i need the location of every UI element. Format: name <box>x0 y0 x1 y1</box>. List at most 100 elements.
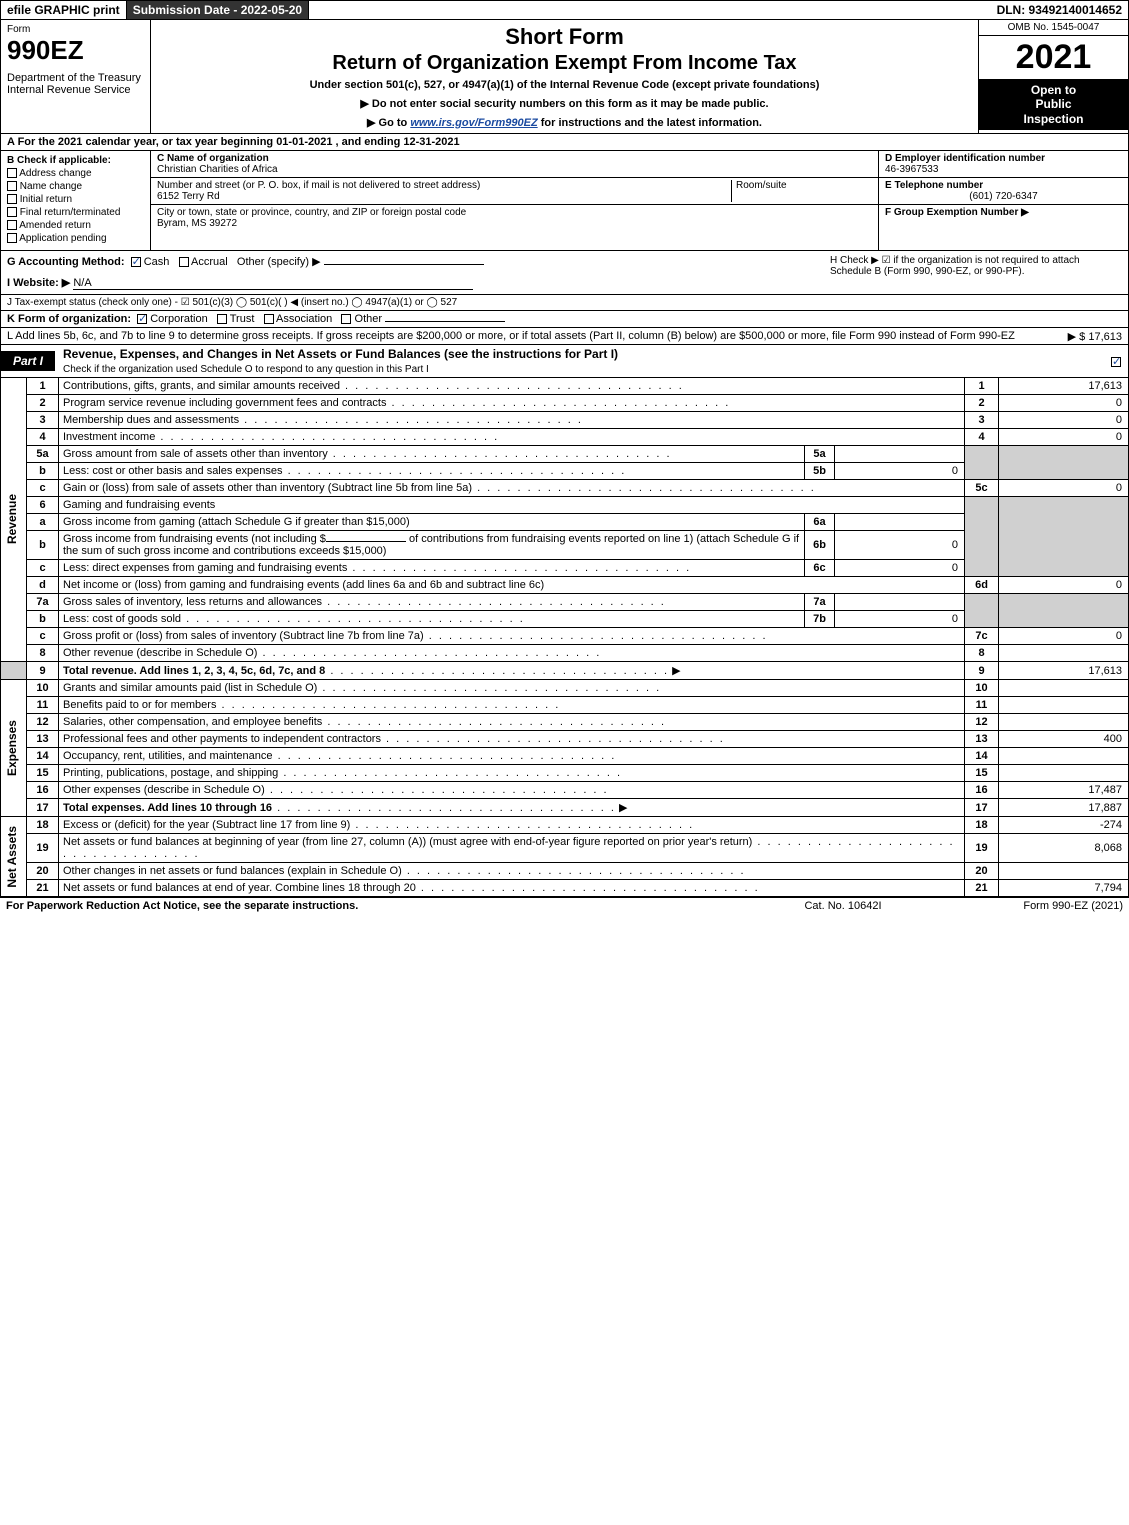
checkbox-icon[interactable] <box>7 220 17 230</box>
website-value: N/A <box>73 277 473 290</box>
checkbox-assoc-icon[interactable] <box>264 314 274 324</box>
line-rn: 4 <box>965 429 999 446</box>
line-num: 10 <box>27 680 59 697</box>
side-expenses-label: Expenses <box>5 720 19 776</box>
c-city-row: City or town, state or province, country… <box>151 205 878 231</box>
header-center: Short Form Return of Organization Exempt… <box>151 20 978 133</box>
irs-link[interactable]: www.irs.gov/Form990EZ <box>410 117 537 129</box>
opt-other: Other (specify) ▶ <box>237 256 321 268</box>
instr-goto-post: for instructions and the latest informat… <box>538 117 762 129</box>
line-rn: 21 <box>965 880 999 897</box>
checkbox-other-icon[interactable] <box>341 314 351 324</box>
part-i-title-text: Revenue, Expenses, and Changes in Net As… <box>63 347 618 361</box>
chk-address-change[interactable]: Address change <box>7 168 144 179</box>
part-i-check-text: Check if the organization used Schedule … <box>63 364 429 375</box>
gray-cell <box>999 497 1129 577</box>
submission-date-label: Submission Date - 2022-05-20 <box>127 1 309 19</box>
line-num: 14 <box>27 748 59 765</box>
table-row: d Net income or (loss) from gaming and f… <box>1 577 1129 594</box>
other-specify-line[interactable] <box>324 264 484 265</box>
line-desc: Salaries, other compensation, and employ… <box>59 714 965 731</box>
table-row: c Less: direct expenses from gaming and … <box>1 560 1129 577</box>
sub-label: 7b <box>805 611 835 628</box>
opt-cash: Cash <box>144 256 170 268</box>
h-check: H Check ▶ ☑ if the organization is not r… <box>822 255 1122 290</box>
line-desc: Less: cost of goods sold <box>59 611 805 628</box>
chk-application-pending[interactable]: Application pending <box>7 233 144 244</box>
line-amt: 0 <box>999 577 1129 594</box>
checkbox-cash-icon[interactable] <box>131 257 141 267</box>
checkbox-trust-icon[interactable] <box>217 314 227 324</box>
side-blank <box>1 662 27 680</box>
table-row: 7a Gross sales of inventory, less return… <box>1 594 1129 611</box>
line-desc: Net assets or fund balances at end of ye… <box>59 880 965 897</box>
line-num: 1 <box>27 378 59 395</box>
gray-cell <box>965 446 999 480</box>
line-num: 17 <box>27 799 59 817</box>
table-row: 4 Investment income 4 0 <box>1 429 1129 446</box>
page-footer: For Paperwork Reduction Act Notice, see … <box>0 897 1129 914</box>
form-word: Form <box>7 24 144 35</box>
checkbox-accrual-icon[interactable] <box>179 257 189 267</box>
row-a: A For the 2021 calendar year, or tax yea… <box>0 134 1129 151</box>
table-row: 5a Gross amount from sale of assets othe… <box>1 446 1129 463</box>
table-row: 16 Other expenses (describe in Schedule … <box>1 782 1129 799</box>
sub-label: 6b <box>805 531 835 560</box>
d-ein-label: D Employer identification number <box>885 153 1122 164</box>
table-row: Revenue 1 Contributions, gifts, grants, … <box>1 378 1129 395</box>
part-i-title: Revenue, Expenses, and Changes in Net As… <box>55 345 1104 377</box>
checkbox-icon[interactable] <box>7 233 17 243</box>
header-right: OMB No. 1545-0047 2021 Open to Public In… <box>978 20 1128 133</box>
line-num: b <box>27 531 59 560</box>
org-address: 6152 Terry Rd <box>157 191 727 202</box>
line-rn: 16 <box>965 782 999 799</box>
line-amt: 0 <box>999 395 1129 412</box>
chk-final-return[interactable]: Final return/terminated <box>7 207 144 218</box>
line-desc: Gaming and fundraising events <box>59 497 965 514</box>
side-netassets: Net Assets <box>1 817 27 897</box>
line-desc: Professional fees and other payments to … <box>59 731 965 748</box>
sub-amt: 0 <box>835 611 965 628</box>
line-desc: Membership dues and assessments <box>59 412 965 429</box>
line-desc: Benefits paid to or for members <box>59 697 965 714</box>
title-return: Return of Organization Exempt From Incom… <box>161 52 968 75</box>
checkbox-corp-icon[interactable] <box>137 314 147 324</box>
form-number: 990EZ <box>7 35 144 66</box>
g-label: G Accounting Method: <box>7 256 125 268</box>
c-name-row: C Name of organization Christian Chariti… <box>151 151 878 178</box>
checkbox-icon[interactable] <box>7 168 17 178</box>
line-desc: Printing, publications, postage, and shi… <box>59 765 965 782</box>
table-row: Net Assets 18 Excess or (deficit) for th… <box>1 817 1129 834</box>
chk-name-change[interactable]: Name change <box>7 181 144 192</box>
table-row: 19 Net assets or fund balances at beginn… <box>1 834 1129 863</box>
efile-print-label[interactable]: efile GRAPHIC print <box>1 1 127 19</box>
sub-amt <box>835 514 965 531</box>
sub-amt <box>835 446 965 463</box>
line-num: 21 <box>27 880 59 897</box>
line-rn: 3 <box>965 412 999 429</box>
checkbox-parti-icon[interactable] <box>1111 357 1121 367</box>
chk-initial-return[interactable]: Initial return <box>7 194 144 205</box>
k-other-line[interactable] <box>385 321 505 322</box>
part-i-checkbox[interactable] <box>1104 354 1128 368</box>
c-city-label: City or town, state or province, country… <box>157 207 872 218</box>
table-row: 6 Gaming and fundraising events <box>1 497 1129 514</box>
footer-catno: Cat. No. 10642I <box>743 900 943 912</box>
phone-value: (601) 720-6347 <box>885 191 1122 202</box>
line-rn: 18 <box>965 817 999 834</box>
side-revenue: Revenue <box>1 378 27 662</box>
checkbox-icon[interactable] <box>7 207 17 217</box>
omb-number: OMB No. 1545-0047 <box>979 20 1128 36</box>
table-row: 20 Other changes in net assets or fund b… <box>1 863 1129 880</box>
opt-accrual: Accrual <box>191 256 228 268</box>
line-desc: Net income or (loss) from gaming and fun… <box>59 577 965 594</box>
line-num: 19 <box>27 834 59 863</box>
chk-amended-return[interactable]: Amended return <box>7 220 144 231</box>
checkbox-icon[interactable] <box>7 194 17 204</box>
table-row: b Less: cost of goods sold 7b 0 <box>1 611 1129 628</box>
i-website: I Website: ▶ N/A <box>7 276 822 290</box>
line-amt: 400 <box>999 731 1129 748</box>
checkbox-icon[interactable] <box>7 181 17 191</box>
line-desc: Less: cost or other basis and sales expe… <box>59 463 805 480</box>
line-rn: 9 <box>965 662 999 680</box>
